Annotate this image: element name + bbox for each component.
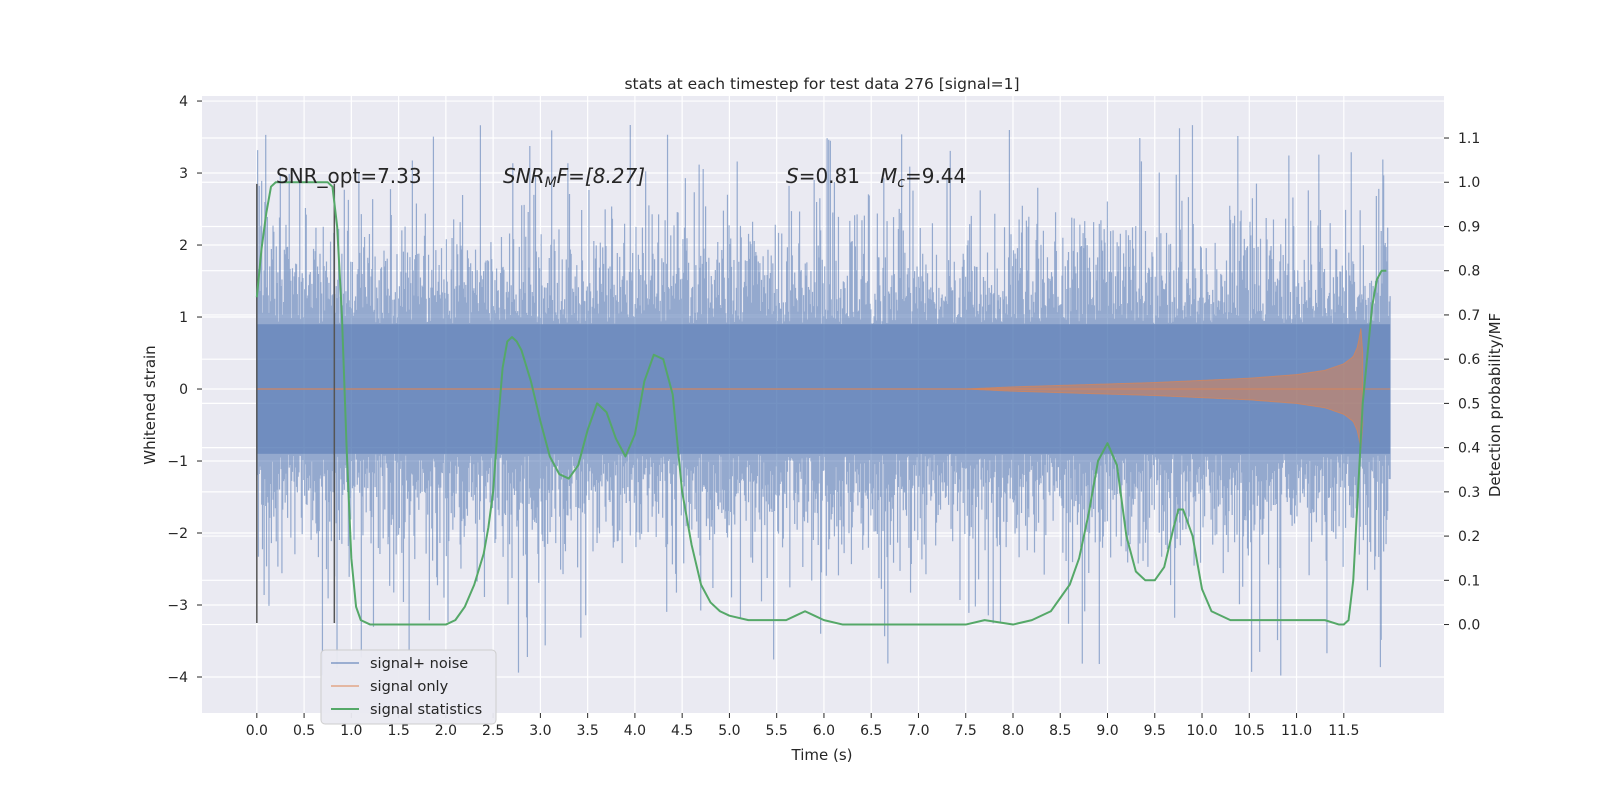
y-left-tick-label: 2 [179,238,188,254]
y-right-tick-label: 0.0 [1458,618,1480,634]
x-tick-label: 10.0 [1186,723,1217,739]
y-left-tick-label: −2 [167,526,188,542]
y-right-tick-label: 0.2 [1458,529,1480,545]
legend-label-signal-only: signal only [370,679,449,695]
x-tick-label: 3.0 [529,723,551,739]
x-tick-label: 11.0 [1281,723,1312,739]
y-right-tick-label: 0.4 [1458,441,1480,457]
x-tick-label: 9.5 [1144,723,1166,739]
annotation-mc: Mc=9.44 [880,164,966,191]
y-right-tick-label: 0.3 [1458,485,1480,501]
y-left-tick-label: −4 [167,670,188,686]
x-tick-label: 0.0 [246,723,268,739]
vertical-lines [256,183,336,624]
y-right-tick-label: 0.9 [1458,219,1480,235]
y-left-tick-label: 1 [179,310,188,326]
chart-title: stats at each timestep for test data 276… [624,75,1019,93]
y-right-tick-label: 0.8 [1458,264,1480,280]
y-left-tick-label: −1 [167,454,188,470]
series-signal-only [256,328,1391,450]
legend-box [320,649,497,725]
x-tick-label: 6.5 [860,723,882,739]
annotation-snr-mf: SNRMF=[8.27] [503,164,645,191]
y-right-tick-label: 1.0 [1458,175,1480,191]
x-tick-label: 8.5 [1049,723,1071,739]
x-tick-label: 7.5 [955,723,977,739]
signal-statistics-line [255,181,1387,626]
y-right-tick-label: 0.1 [1458,573,1480,589]
x-axis-ticks: 0.0 0.5 1.0 1.5 2.0 2.5 3.0 3.5 4.0 4.5 5.0 5.5 6.0 6… [246,713,1359,739]
annotation-snr-opt: SNR_opt=7.33 [276,164,422,188]
legend: signal+ noise signal only signal statist… [320,649,497,725]
x-tick-label: 2.0 [435,723,457,739]
x-tick-label: 2.5 [482,723,504,739]
x-tick-label: 10.5 [1234,723,1265,739]
x-tick-label: 1.5 [387,723,409,739]
y-right-tick-label: 0.6 [1458,352,1480,368]
x-tick-label: 5.5 [766,723,788,739]
x-tick-label: 3.5 [577,723,599,739]
x-tick-label: 5.0 [718,723,740,739]
x-tick-label: 4.0 [624,723,646,739]
x-tick-label: 9.0 [1096,723,1118,739]
y-axis-left-label: Whitened strain [141,345,159,464]
y-axis-right-label: Detection probability/MF [1486,313,1504,497]
y-axis-left-ticks: −4 −3 −2 −1 0 1 2 3 4 [167,94,202,686]
x-tick-label: 4.5 [671,723,693,739]
legend-label-signal-statistics: signal statistics [370,702,482,718]
y-axis-right-ticks: 0.0 0.1 0.2 0.3 0.4 0.5 0.6 0.7 0.8 0.9 1.0 1.1 [1444,131,1480,634]
x-tick-label: 11.5 [1328,723,1359,739]
y-left-tick-label: −3 [167,598,188,614]
x-axis-label: Time (s) [791,746,853,764]
series-signal-statistics [255,181,1387,626]
x-tick-label: 1.0 [340,723,362,739]
x-tick-label: 6.0 [813,723,835,739]
y-right-tick-label: 0.5 [1458,396,1480,412]
x-tick-label: 7.0 [907,723,929,739]
y-right-tick-label: 0.7 [1458,308,1480,324]
y-right-tick-label: 1.1 [1458,131,1480,147]
y-left-tick-label: 4 [179,94,188,110]
annotation-s: S=0.81 [786,164,860,188]
legend-label-signal-noise: signal+ noise [370,656,468,672]
x-tick-label: 0.5 [293,723,315,739]
y-left-tick-label: 3 [179,166,188,182]
y-left-tick-label: 0 [179,382,188,398]
x-tick-label: 8.0 [1002,723,1024,739]
